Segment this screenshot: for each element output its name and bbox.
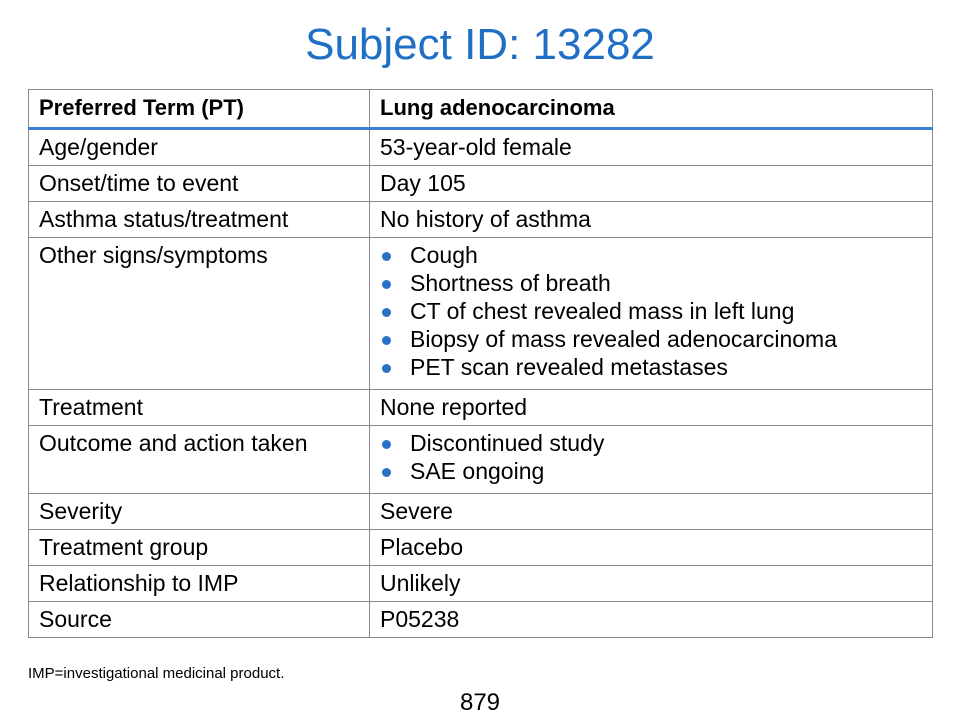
list-item-text: Biopsy of mass revealed adenocarcinoma [410,326,838,352]
table-row-treatment-group: Treatment group Placebo [28,529,933,566]
bullet-dot-icon [382,280,391,289]
row-value: P05238 [369,601,933,638]
list-item: SAE ongoing [380,457,932,485]
row-label: Outcome and action taken [28,425,370,494]
bullet-dot-icon [382,336,391,345]
list-item: Cough [380,241,932,269]
table-header-row: Preferred Term (PT) Lung adenocarcinoma [28,89,933,130]
table-row-outcome: Outcome and action taken Discontinued st… [28,425,933,494]
row-label: Relationship to IMP [28,565,370,602]
row-value: Placebo [369,529,933,566]
list-item-text: Cough [410,242,478,268]
header-value-cell: Lung adenocarcinoma [369,89,933,130]
bullet-dot-icon [382,468,391,477]
row-label: Other signs/symptoms [28,237,370,390]
table-row-relationship: Relationship to IMP Unlikely [28,565,933,602]
row-value-list: Discontinued study SAE ongoing [369,425,933,494]
row-label: Source [28,601,370,638]
table-row-age-gender: Age/gender 53-year-old female [28,128,933,166]
bullet-dot-icon [382,440,391,449]
row-value-list: Cough Shortness of breath CT of chest re… [369,237,933,390]
row-label: Treatment group [28,529,370,566]
list-item: Shortness of breath [380,269,932,297]
row-label: Age/gender [28,128,370,166]
list-item: PET scan revealed metastases [380,353,932,381]
list-item-text: Discontinued study [410,430,605,456]
list-item-text: CT of chest revealed mass in left lung [410,298,795,324]
adverse-event-table: Preferred Term (PT) Lung adenocarcinoma … [28,89,933,638]
row-label: Asthma status/treatment [28,201,370,238]
row-value: None reported [369,389,933,426]
row-value: Unlikely [369,565,933,602]
header-label-cell: Preferred Term (PT) [28,89,370,130]
table-row-onset: Onset/time to event Day 105 [28,165,933,202]
row-label: Treatment [28,389,370,426]
row-value: 53-year-old female [369,128,933,166]
row-label: Severity [28,493,370,530]
table-row-asthma-status: Asthma status/treatment No history of as… [28,201,933,238]
page-number: 879 [459,689,501,716]
table-row-severity: Severity Severe [28,493,933,530]
footnote: IMP=investigational medicinal product. [28,665,285,682]
page-title: Subject ID: 13282 [305,20,655,69]
row-label: Onset/time to event [28,165,370,202]
symptom-list: Cough Shortness of breath CT of chest re… [380,241,932,381]
list-item-text: SAE ongoing [410,458,545,484]
row-value: Severe [369,493,933,530]
bullet-dot-icon [382,308,391,317]
list-item: Discontinued study [380,429,932,457]
list-item: Biopsy of mass revealed adenocarcinoma [380,325,932,353]
list-item: CT of chest revealed mass in left lung [380,297,932,325]
list-item-text: Shortness of breath [410,270,611,296]
row-value: No history of asthma [369,201,933,238]
table-row-other-symptoms: Other signs/symptoms Cough Shortness of … [28,237,933,390]
table-row-treatment: Treatment None reported [28,389,933,426]
list-item-text: PET scan revealed metastases [410,354,728,380]
table-row-source: Source P05238 [28,601,933,638]
row-value: Day 105 [369,165,933,202]
outcome-list: Discontinued study SAE ongoing [380,429,932,485]
bullet-dot-icon [382,252,391,261]
bullet-dot-icon [382,364,391,373]
